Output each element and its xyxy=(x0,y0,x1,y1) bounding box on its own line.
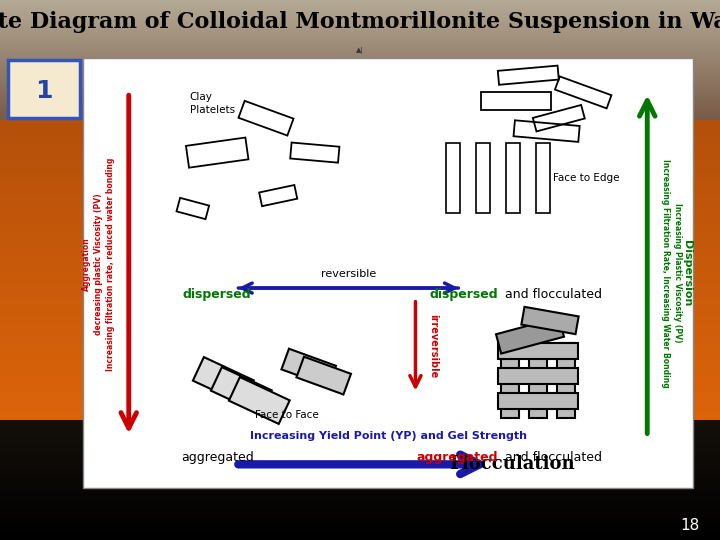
Polygon shape xyxy=(498,393,578,408)
Text: ▲|: ▲| xyxy=(356,46,364,53)
Polygon shape xyxy=(557,343,575,418)
Text: reversible: reversible xyxy=(320,269,376,280)
Text: dispersed: dispersed xyxy=(429,288,498,301)
Polygon shape xyxy=(211,367,271,414)
Bar xyxy=(8,60,80,118)
Text: aggregated: aggregated xyxy=(416,451,498,464)
Polygon shape xyxy=(229,377,289,424)
Text: dispersed: dispersed xyxy=(183,288,251,301)
Polygon shape xyxy=(501,343,519,418)
Text: aggregated: aggregated xyxy=(181,451,253,464)
Polygon shape xyxy=(297,357,351,395)
Text: Increasing Yield Point (YP) and Gel Strength: Increasing Yield Point (YP) and Gel Stre… xyxy=(250,431,526,441)
Polygon shape xyxy=(529,343,547,418)
Text: Increasing Plastic Viscosity (PV)
Increasing Filtration Rate, Increasing Water B: Increasing Plastic Viscosity (PV) Increa… xyxy=(661,159,682,387)
Text: State Diagram of Colloidal Montmorillonite Suspension in Water: State Diagram of Colloidal Montmorilloni… xyxy=(0,11,720,33)
Text: and flocculated: and flocculated xyxy=(501,288,602,301)
Text: Aggregation
decreasing plastic Viscosity (PV)
Increasing filtration rate, reduce: Aggregation decreasing plastic Viscosity… xyxy=(82,158,114,371)
Polygon shape xyxy=(521,307,579,334)
Text: irreversible: irreversible xyxy=(428,314,438,378)
Text: Flocculation: Flocculation xyxy=(449,455,575,474)
Text: 18: 18 xyxy=(680,517,700,532)
Polygon shape xyxy=(498,368,578,383)
Polygon shape xyxy=(282,349,336,387)
Text: Face to Face: Face to Face xyxy=(256,410,319,420)
Text: and flocculated: and flocculated xyxy=(501,451,602,464)
Polygon shape xyxy=(498,342,578,359)
Text: Dispersion: Dispersion xyxy=(682,240,692,306)
Bar xyxy=(83,58,693,488)
Polygon shape xyxy=(496,318,564,354)
Text: Clay
Platelets: Clay Platelets xyxy=(190,92,235,115)
Text: 1: 1 xyxy=(35,79,53,103)
Polygon shape xyxy=(193,357,253,404)
Text: Face to Edge: Face to Edge xyxy=(553,173,619,184)
